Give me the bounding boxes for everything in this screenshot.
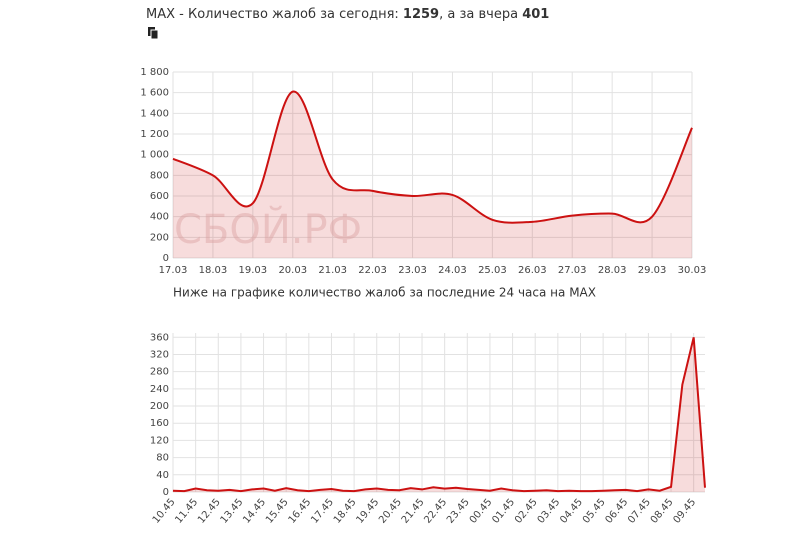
y-tick-label: 800	[150, 170, 169, 181]
x-tick-label: 24.03	[438, 265, 467, 276]
header-middle: , а за вчера	[439, 7, 518, 22]
y-tick-label: 40	[156, 470, 169, 481]
yesterday-count: 401	[522, 7, 549, 22]
x-tick-label: 18.03	[199, 265, 228, 276]
y-tick-label: 0	[163, 487, 169, 498]
x-tick-label: 27.03	[558, 265, 587, 276]
y-tick-label: 80	[156, 453, 169, 464]
x-tick-label: 20.03	[278, 265, 307, 276]
copy-icon-front	[150, 29, 159, 40]
x-tick-label: 28.03	[598, 265, 627, 276]
y-tick-label: 1 400	[140, 108, 169, 119]
line	[172, 90, 693, 224]
y-tick-label: 1 600	[140, 88, 169, 99]
x-tick-label: 26.03	[518, 265, 547, 276]
y-tick-label: 120	[150, 435, 169, 446]
y-tick-label: 160	[150, 418, 169, 429]
x-tick-label: 17.03	[159, 265, 188, 276]
y-tick-label: 1 200	[140, 129, 169, 140]
x-tick-label: 23.03	[398, 265, 427, 276]
today-count: 1259	[403, 7, 439, 22]
y-tick-label: 1 000	[140, 150, 169, 161]
watermark: СБОЙ.РФ	[174, 205, 362, 253]
y-tick-label: 320	[150, 349, 169, 360]
x-tick-label: 21.03	[318, 265, 347, 276]
area-fill	[173, 91, 692, 258]
x-tick-label: 22.03	[358, 265, 387, 276]
y-tick-label: 200	[150, 401, 169, 412]
y-tick-label: 0	[163, 253, 169, 264]
y-tick-label: 1 800	[140, 67, 169, 78]
x-tick-label: 29.03	[638, 265, 667, 276]
y-tick-label: 400	[150, 212, 169, 223]
y-tick-label: 600	[150, 191, 169, 202]
header: MAX - Количество жалоб за сегодня: 1259,…	[146, 7, 549, 22]
y-tick-label: 360	[150, 332, 169, 343]
header-prefix: MAX - Количество жалоб за сегодня:	[146, 7, 399, 22]
copy-icon[interactable]	[148, 27, 159, 40]
subheading: Ниже на графике количество жалоб за посл…	[173, 286, 596, 300]
x-tick-label: 30.03	[678, 265, 707, 276]
line	[172, 337, 706, 493]
y-tick-label: 200	[150, 232, 169, 243]
x-tick-label: 19.03	[239, 265, 268, 276]
x-tick-label: 25.03	[478, 265, 507, 276]
y-tick-label: 280	[150, 367, 169, 378]
y-tick-label: 240	[150, 384, 169, 395]
